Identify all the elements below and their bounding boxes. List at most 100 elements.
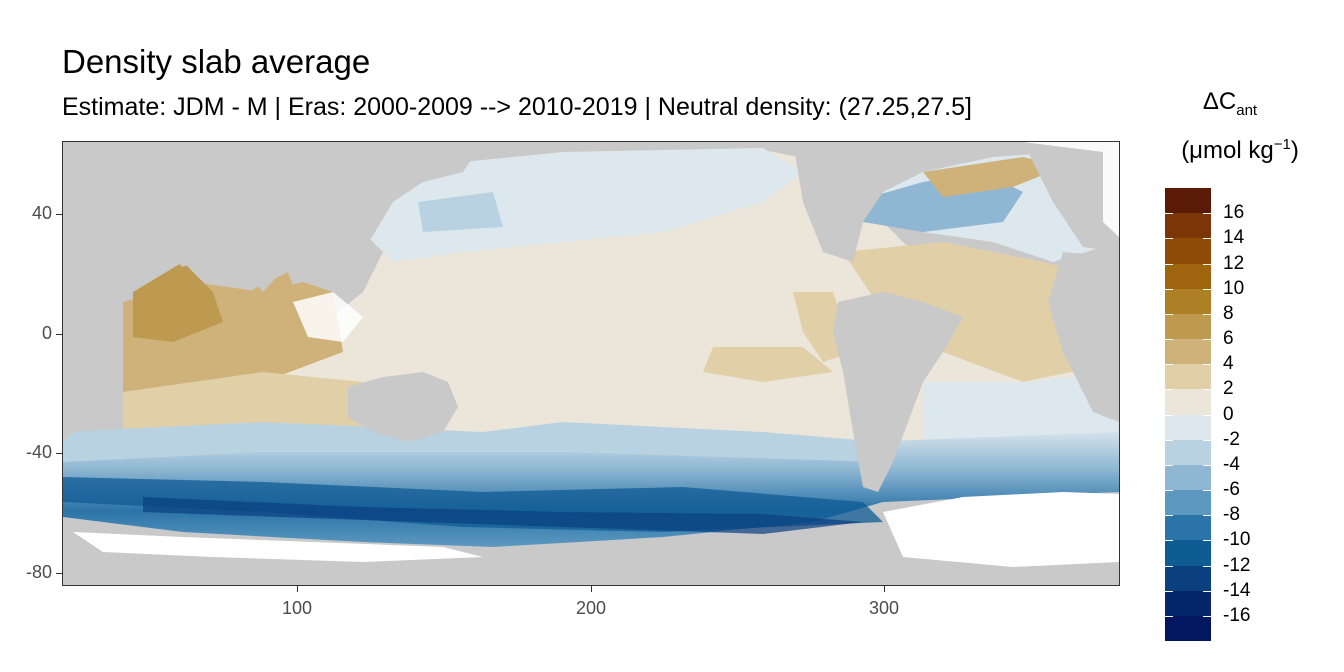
legend-tick-mark — [1165, 313, 1173, 315]
legend-tick-label: 10 — [1223, 277, 1245, 299]
australia-landmass — [348, 372, 458, 442]
legend-tick-label: -12 — [1223, 554, 1251, 576]
legend-swatch — [1165, 464, 1211, 491]
southern-ocean-light — [63, 422, 883, 462]
arabian-sea-warm — [133, 262, 223, 342]
xtick-mark-300 — [884, 586, 885, 592]
legend-swatch — [1165, 313, 1211, 340]
legend-tick-mark — [1165, 364, 1173, 366]
legend-tick-mark — [1203, 464, 1211, 466]
legend-tick-label: -6 — [1223, 479, 1240, 500]
legend-tick-mark — [1165, 288, 1173, 290]
legend-tick-mark — [1203, 313, 1211, 315]
legend-swatch — [1165, 213, 1211, 239]
legend-swatch — [1165, 263, 1211, 290]
ytick-mark-40 — [56, 214, 62, 215]
africa-landmass — [63, 292, 123, 442]
south-atlantic — [923, 372, 1119, 442]
legend-tick-mark — [1165, 565, 1173, 567]
ytick-label-minus40: -40 — [25, 442, 52, 462]
south-america-landmass — [833, 292, 963, 492]
legend-title: ΔCant — [1170, 88, 1290, 119]
legend-tick-label: 4 — [1223, 353, 1234, 375]
legend-tick-label: 0 — [1223, 403, 1234, 425]
legend-swatch — [1165, 439, 1211, 466]
legend-tick-mark — [1203, 389, 1211, 391]
europe-landmass — [1023, 142, 1119, 252]
legend-unit-open: (μmol kg — [1181, 137, 1274, 164]
legend-tick-mark — [1203, 414, 1211, 416]
xtick-mark-200 — [591, 586, 592, 592]
legend-tick-mark — [1203, 490, 1211, 491]
legend-tick-mark — [1203, 515, 1211, 517]
legend-swatch — [1165, 364, 1211, 390]
legend-tick-mark — [1165, 414, 1173, 416]
legend-tick-mark — [1165, 464, 1173, 466]
antarctica-landmass — [63, 547, 1119, 585]
north-pacific-subpolar — [363, 148, 803, 262]
legend-swatch — [1165, 414, 1211, 441]
legend-title-sub: ant — [1236, 101, 1258, 119]
legend-tick-label: -8 — [1223, 504, 1240, 526]
ytick-label-minus80: -80 — [25, 562, 52, 582]
legend-tick-mark — [1165, 439, 1173, 441]
legend-tick-label: 12 — [1223, 252, 1245, 274]
legend-unit-close: ) — [1290, 137, 1299, 164]
legend-tick-mark — [1165, 213, 1173, 215]
legend-tick-mark — [1203, 213, 1211, 215]
legend-tick-mark — [1165, 615, 1173, 617]
legend-colorbar — [1165, 188, 1211, 642]
legend-swatch — [1165, 590, 1211, 617]
legend-tick-mark — [1165, 490, 1173, 491]
legend-tick-mark — [1203, 364, 1211, 366]
legend-swatch — [1165, 490, 1211, 516]
map-canvas — [63, 142, 1119, 585]
legend-tick-mark — [1165, 339, 1173, 340]
antarctic-ice-west — [73, 532, 483, 562]
xtick-label-100: 100 — [281, 598, 313, 618]
xtick-mark-100 — [297, 586, 298, 592]
legend-tick-mark — [1165, 238, 1173, 240]
legend-tick-mark — [1203, 615, 1211, 617]
legend-tick-mark — [1165, 263, 1173, 265]
legend-title-main: ΔC — [1202, 88, 1237, 115]
plot-title: Density slab average — [62, 43, 371, 80]
legend-tick-mark — [1165, 389, 1173, 391]
legend-tick-label: -16 — [1223, 604, 1251, 626]
irminger-strip — [923, 157, 1063, 197]
xtick-label-300: 300 — [868, 598, 900, 618]
legend-tick-mark — [1203, 288, 1211, 290]
legend-swatch — [1165, 339, 1211, 365]
legend-tick-mark — [1203, 439, 1211, 441]
legend-swatch — [1165, 615, 1211, 642]
legend-tick-mark — [1203, 339, 1211, 340]
legend-tick-label: -2 — [1223, 428, 1240, 450]
legend-tick-label: -10 — [1223, 529, 1251, 551]
antarctic-ice-east — [883, 492, 1119, 567]
legend-tick-mark — [1203, 590, 1211, 592]
legend-tick-mark — [1165, 515, 1173, 517]
legend-tick-mark — [1165, 590, 1173, 592]
plot-subtitle: Estimate: JDM - M | Eras: 2000-2009 --> … — [62, 93, 972, 121]
ytick-label-0: 0 — [41, 323, 52, 343]
legend-unit-sup: −1 — [1273, 136, 1291, 153]
north-america-landmass — [793, 142, 1119, 262]
legend-tick-label: 6 — [1223, 328, 1234, 349]
legend-tick-label: 2 — [1223, 378, 1234, 400]
marginal-seas — [293, 292, 363, 342]
map-panel — [62, 141, 1120, 586]
legend-tick-mark — [1203, 565, 1211, 567]
ytick-mark-0 — [56, 334, 62, 335]
ytick-label-40: 40 — [31, 203, 52, 223]
pacific-tropical-tan — [703, 347, 833, 382]
legend-tick-label: 16 — [1223, 202, 1245, 224]
legend-tick-label: -14 — [1223, 579, 1251, 601]
legend-swatch — [1165, 515, 1211, 541]
legend-tick-label: 8 — [1223, 302, 1234, 324]
legend-swatch — [1165, 389, 1211, 415]
legend-tick-label: -4 — [1223, 453, 1240, 475]
legend-tick-mark — [1165, 540, 1173, 542]
asia-landmass — [63, 142, 483, 292]
legend-swatch — [1165, 288, 1211, 315]
africa-east-landmass — [1048, 252, 1119, 422]
